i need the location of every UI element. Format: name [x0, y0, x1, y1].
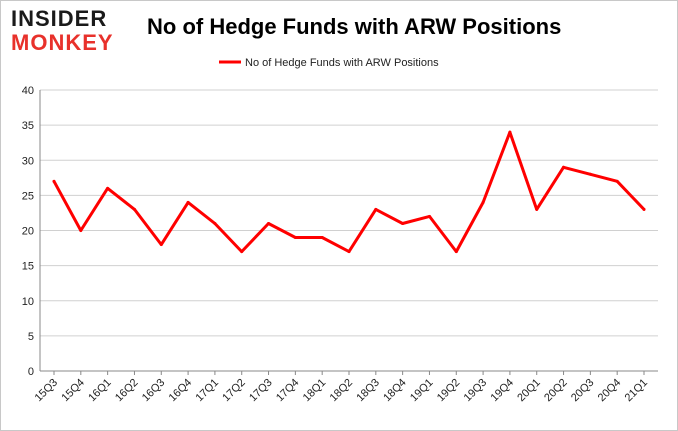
data-point — [186, 200, 190, 204]
data-point — [79, 229, 83, 232]
data-point — [562, 165, 566, 169]
logo-text-top: INSIDER — [11, 6, 108, 31]
y-tick-label: 0 — [28, 366, 34, 378]
x-tick-label: 17Q1 — [194, 377, 222, 405]
legend: No of Hedge Funds with ARW Positions — [219, 57, 439, 69]
data-point — [213, 221, 217, 225]
x-tick-label: 20Q2 — [542, 377, 570, 405]
data-point — [374, 207, 378, 211]
legend-label: No of Hedge Funds with ARW Positions — [245, 57, 439, 69]
data-point — [535, 207, 539, 211]
x-tick-labels: 15Q3 15Q4 16Q1 16Q2 16Q3 16Q4 17Q1 17Q2 17Q3 17Q4… — [33, 377, 651, 405]
data-point — [401, 221, 405, 225]
x-tick-label: 16Q3 — [140, 377, 168, 405]
x-tick-label: 21Q1 — [623, 377, 651, 405]
data-point — [615, 179, 619, 183]
x-tick-label: 16Q2 — [113, 377, 141, 405]
x-tick-label: 18Q2 — [328, 377, 356, 405]
y-tick-label: 10 — [22, 296, 34, 308]
x-tick-label: 15Q3 — [33, 377, 61, 405]
data-point — [454, 250, 458, 254]
data-point — [508, 130, 512, 134]
x-tick-label: 19Q1 — [408, 377, 436, 405]
grid-lines — [40, 89, 658, 337]
axes — [39, 90, 658, 375]
x-tick-label: 16Q4 — [167, 377, 195, 405]
x-tick-label: 17Q3 — [247, 377, 275, 405]
y-tick-label: 35 — [22, 120, 34, 132]
y-tick-label: 5 — [28, 331, 34, 343]
data-point — [267, 221, 271, 225]
data-point — [132, 207, 136, 211]
x-tick-label: 19Q2 — [435, 377, 463, 405]
data-point — [52, 179, 56, 183]
insider-monkey-logo: INSIDER MONKEY — [11, 7, 129, 57]
x-tick-label: 15Q4 — [59, 377, 87, 405]
series-layer — [52, 130, 646, 254]
data-point — [293, 236, 297, 240]
y-tick-label: 40 — [22, 85, 34, 97]
y-tick-label: 15 — [22, 261, 34, 273]
x-tick-label: 20Q3 — [569, 377, 597, 405]
data-point — [427, 214, 431, 218]
y-tick-label: 25 — [22, 190, 34, 202]
y-tick-label: 20 — [22, 226, 34, 238]
x-tick-label: 18Q1 — [301, 377, 329, 405]
data-point — [106, 186, 110, 190]
x-tick-label: 17Q2 — [220, 377, 248, 405]
x-tick-label: 18Q3 — [354, 377, 382, 405]
data-point — [159, 243, 163, 247]
data-point — [481, 200, 485, 204]
data-point — [588, 172, 592, 176]
x-tick-label: 20Q1 — [515, 377, 543, 405]
logo-text-bottom: MONKEY — [11, 30, 114, 55]
y-tick-label: 30 — [22, 155, 34, 167]
chart-title: No of Hedge Funds with ARW Positions — [147, 14, 562, 39]
series-line-0 — [52, 130, 646, 254]
x-tick-label: 19Q4 — [489, 377, 517, 405]
data-point — [320, 236, 324, 240]
data-point — [347, 250, 351, 254]
x-tick-label: 16Q1 — [86, 377, 114, 405]
x-tick-label: 17Q4 — [274, 377, 302, 405]
x-tick-label: 20Q4 — [596, 377, 624, 405]
data-point — [642, 207, 646, 211]
data-point — [240, 250, 244, 254]
x-tick-label: 18Q4 — [381, 377, 409, 405]
x-tick-label: 19Q3 — [462, 377, 490, 405]
y-tick-labels: 0 5 10 15 20 25 30 35 40 — [22, 85, 34, 378]
